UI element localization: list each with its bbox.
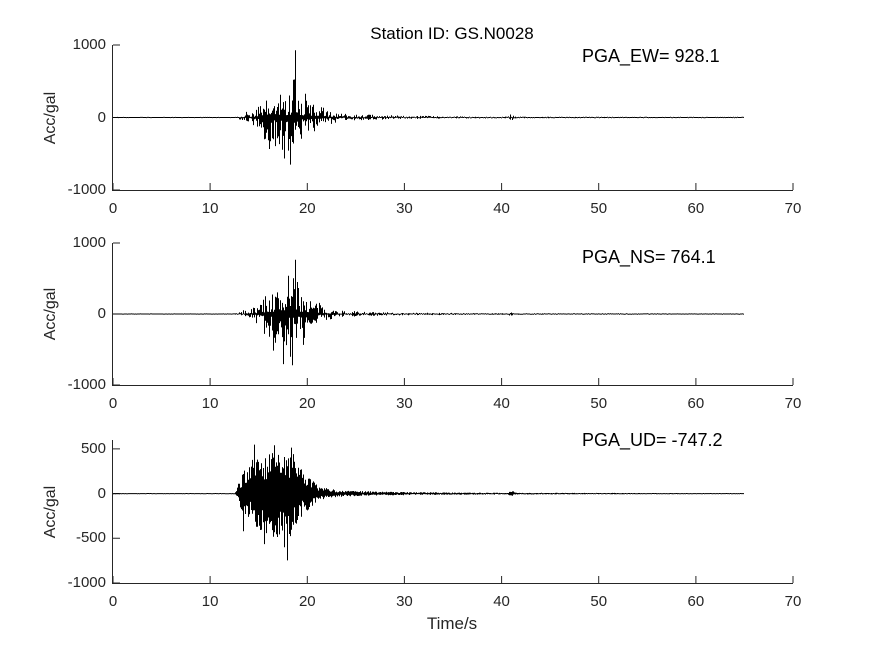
waveform-svg-ns bbox=[112, 242, 794, 386]
y-tick-label: 0 bbox=[97, 484, 106, 502]
axis-ticks bbox=[112, 448, 794, 584]
plot-area-ud: Acc/gal 500 0 -500 -1000 0 10 20 30 40 50 60 70 bbox=[42, 440, 801, 610]
x-tick-label: 10 bbox=[201, 200, 219, 217]
pga-ud-label: PGA_UD= -747.2 bbox=[582, 430, 723, 450]
x-tick-label: 70 bbox=[784, 593, 802, 610]
x-tick-label: 10 bbox=[201, 395, 219, 412]
x-axis-label: Time/s bbox=[426, 614, 478, 633]
plot-area-ew: Acc/gal 1000 0 -1000 0 10 20 30 40 50 60 70 bbox=[42, 36, 801, 217]
x-tick-label: 30 bbox=[396, 593, 413, 610]
y-tick-label: 1000 bbox=[72, 234, 106, 251]
figure-title: Station ID: GS.N0028 bbox=[370, 24, 534, 43]
x-tick-label: 50 bbox=[590, 395, 608, 412]
x-tick-label: 0 bbox=[108, 593, 118, 610]
x-tick-label: 20 bbox=[298, 593, 316, 610]
waveform-trace bbox=[113, 444, 744, 561]
x-tick-label: 50 bbox=[590, 200, 608, 217]
y-tick-label: 0 bbox=[97, 108, 106, 126]
x-tick-label: 40 bbox=[493, 200, 510, 217]
x-tick-label: 0 bbox=[108, 395, 118, 412]
x-tick-label: 40 bbox=[493, 593, 510, 610]
waveform-svg-ew bbox=[112, 44, 794, 191]
y-tick-label: -1000 bbox=[67, 574, 106, 591]
y-tick-label: -500 bbox=[75, 529, 106, 547]
x-tick-label: 20 bbox=[298, 200, 316, 217]
x-tick-label: 60 bbox=[687, 593, 705, 610]
y-axis-label-ud: Acc/gal bbox=[42, 485, 59, 538]
x-tick-label: 50 bbox=[590, 593, 608, 610]
pga-ns-label: PGA_NS= 764.1 bbox=[582, 247, 716, 267]
plot-area-ns: Acc/gal 1000 0 -1000 0 10 20 30 40 50 60 70 bbox=[42, 234, 801, 412]
y-tick-label: 0 bbox=[97, 305, 106, 322]
waveform-trace bbox=[113, 259, 744, 366]
x-tick-label: 0 bbox=[108, 200, 118, 217]
y-tick-label: -1000 bbox=[67, 181, 106, 198]
x-tick-label: 30 bbox=[396, 200, 413, 217]
x-tick-label: 40 bbox=[493, 395, 510, 412]
x-tick-label: 20 bbox=[298, 395, 316, 412]
y-tick-label: 500 bbox=[80, 439, 106, 457]
x-tick-label: 10 bbox=[201, 593, 219, 610]
waveform-svg-ud bbox=[112, 444, 794, 584]
y-tick-label: -1000 bbox=[67, 376, 106, 393]
x-tick-label: 70 bbox=[784, 200, 802, 217]
x-tick-label: 70 bbox=[784, 395, 802, 412]
x-tick-label: 60 bbox=[687, 395, 705, 412]
x-tick-label: 60 bbox=[687, 200, 705, 217]
pga-ew-label: PGA_EW= 928.1 bbox=[582, 46, 720, 66]
y-tick-label: 1000 bbox=[72, 36, 106, 53]
waveform-trace bbox=[113, 50, 744, 165]
x-tick-label: 30 bbox=[396, 395, 413, 412]
